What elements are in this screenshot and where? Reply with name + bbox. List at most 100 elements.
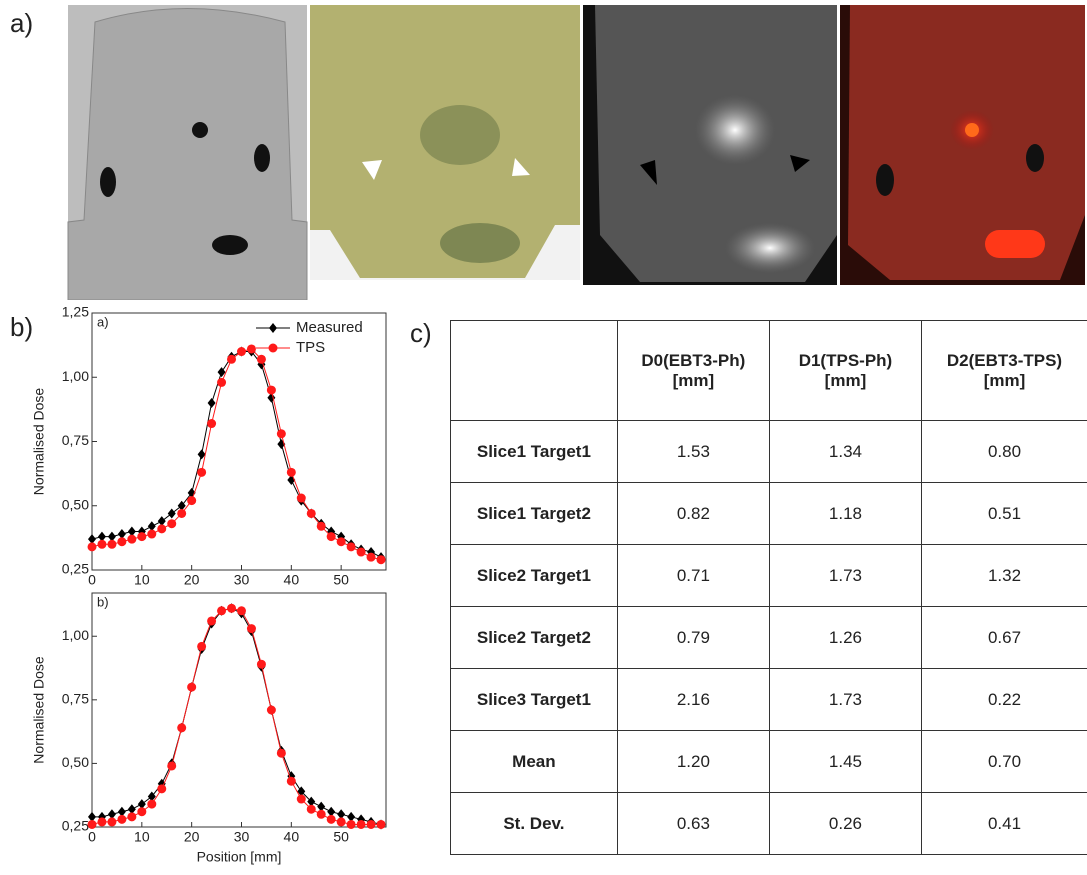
table-cell: 1.73 <box>769 545 921 607</box>
marker <box>367 553 376 562</box>
y-tick-label: 0,75 <box>62 691 89 707</box>
marker <box>117 537 126 546</box>
table-cell: Slice2 Target2 <box>451 607 618 669</box>
x-tick-label: 10 <box>134 829 150 845</box>
table-cell: Slice1 Target2 <box>451 483 618 545</box>
y-tick-label: 0,50 <box>62 754 89 770</box>
marker <box>187 683 196 692</box>
marker <box>97 817 106 826</box>
table-cell: 1.26 <box>769 607 921 669</box>
legend-label: TPS <box>296 339 325 356</box>
marker <box>277 429 286 438</box>
x-tick-label: 0 <box>88 572 96 588</box>
table-cell: 0.63 <box>617 793 769 855</box>
marker <box>377 555 386 564</box>
charts: 0,250,500,751,001,2501020304050a)Normali… <box>0 300 400 875</box>
marker <box>257 355 266 364</box>
legend-label: Measured <box>296 319 363 336</box>
table-cell: 0.82 <box>617 483 769 545</box>
legend-marker <box>269 323 277 333</box>
marker <box>197 642 206 651</box>
marker <box>137 807 146 816</box>
overlay-image <box>840 5 1085 285</box>
marker <box>347 820 356 829</box>
marker <box>207 419 216 428</box>
y-tick-label: 1,00 <box>62 627 89 643</box>
table-cell: Slice2 Target1 <box>451 545 618 607</box>
marker <box>117 815 126 824</box>
table-cell: 0.70 <box>921 731 1087 793</box>
marker <box>177 723 186 732</box>
y-tick-label: 0,50 <box>62 496 89 512</box>
marker <box>357 548 366 557</box>
series-line <box>92 608 381 824</box>
marker <box>177 509 186 518</box>
marker <box>247 344 256 353</box>
series-line <box>92 608 381 824</box>
marker <box>327 532 336 541</box>
marker <box>297 795 306 804</box>
marker <box>127 535 136 544</box>
table-cell: D0(EBT3-Ph) [mm] <box>617 321 769 421</box>
marker <box>217 606 226 615</box>
marker <box>317 522 326 531</box>
marker <box>207 616 216 625</box>
phantom-image <box>68 5 307 300</box>
table-cell: 1.53 <box>617 421 769 483</box>
x-tick-label: 20 <box>184 829 200 845</box>
marker <box>297 494 306 503</box>
chart-label: b) <box>97 594 109 609</box>
table-row: Slice2 Target10.711.731.32 <box>451 545 1087 607</box>
table-cell: Slice3 Target1 <box>451 669 618 731</box>
x-tick-label: 0 <box>88 829 96 845</box>
marker <box>347 542 356 551</box>
y-tick-label: 1,00 <box>62 368 89 384</box>
table-cell: 0.80 <box>921 421 1087 483</box>
marker <box>277 749 286 758</box>
y-tick-label: 0,25 <box>62 561 89 577</box>
x-axis-label: Position [mm] <box>197 849 282 865</box>
marker <box>107 540 116 549</box>
table-cell: 1.34 <box>769 421 921 483</box>
marker <box>127 812 136 821</box>
marker <box>307 805 316 814</box>
chart-label: a) <box>97 314 109 329</box>
dose-image <box>583 5 837 285</box>
marker <box>147 530 156 539</box>
x-tick-label: 30 <box>234 829 250 845</box>
marker <box>227 355 236 364</box>
panel-label: c) <box>410 318 432 349</box>
marker <box>267 386 276 395</box>
series-line <box>92 352 381 558</box>
table-cell: 0.79 <box>617 607 769 669</box>
table-cell: 0.67 <box>921 607 1087 669</box>
x-tick-label: 20 <box>184 572 200 588</box>
table-cell: 1.45 <box>769 731 921 793</box>
table-cell: 2.16 <box>617 669 769 731</box>
results-table: D0(EBT3-Ph) [mm]D1(TPS-Ph) [mm]D2(EBT3-T… <box>450 320 1087 855</box>
marker <box>377 820 386 829</box>
marker <box>247 624 256 633</box>
marker <box>157 784 166 793</box>
x-tick-label: 30 <box>234 572 250 588</box>
marker <box>88 542 97 551</box>
x-tick-label: 50 <box>333 572 349 588</box>
marker <box>88 820 97 829</box>
table-cell: D1(TPS-Ph) [mm] <box>769 321 921 421</box>
table-cell: 1.20 <box>617 731 769 793</box>
marker <box>227 604 236 613</box>
marker <box>337 537 346 546</box>
table-cell: 1.18 <box>769 483 921 545</box>
plot-frame <box>92 593 386 827</box>
table-cell: St. Dev. <box>451 793 618 855</box>
marker <box>107 817 116 826</box>
marker <box>257 660 266 669</box>
table-cell: 1.73 <box>769 669 921 731</box>
x-tick-label: 50 <box>333 829 349 845</box>
y-axis-label: Normalised Dose <box>31 388 47 496</box>
table-cell: Slice1 Target1 <box>451 421 618 483</box>
marker <box>287 468 296 477</box>
